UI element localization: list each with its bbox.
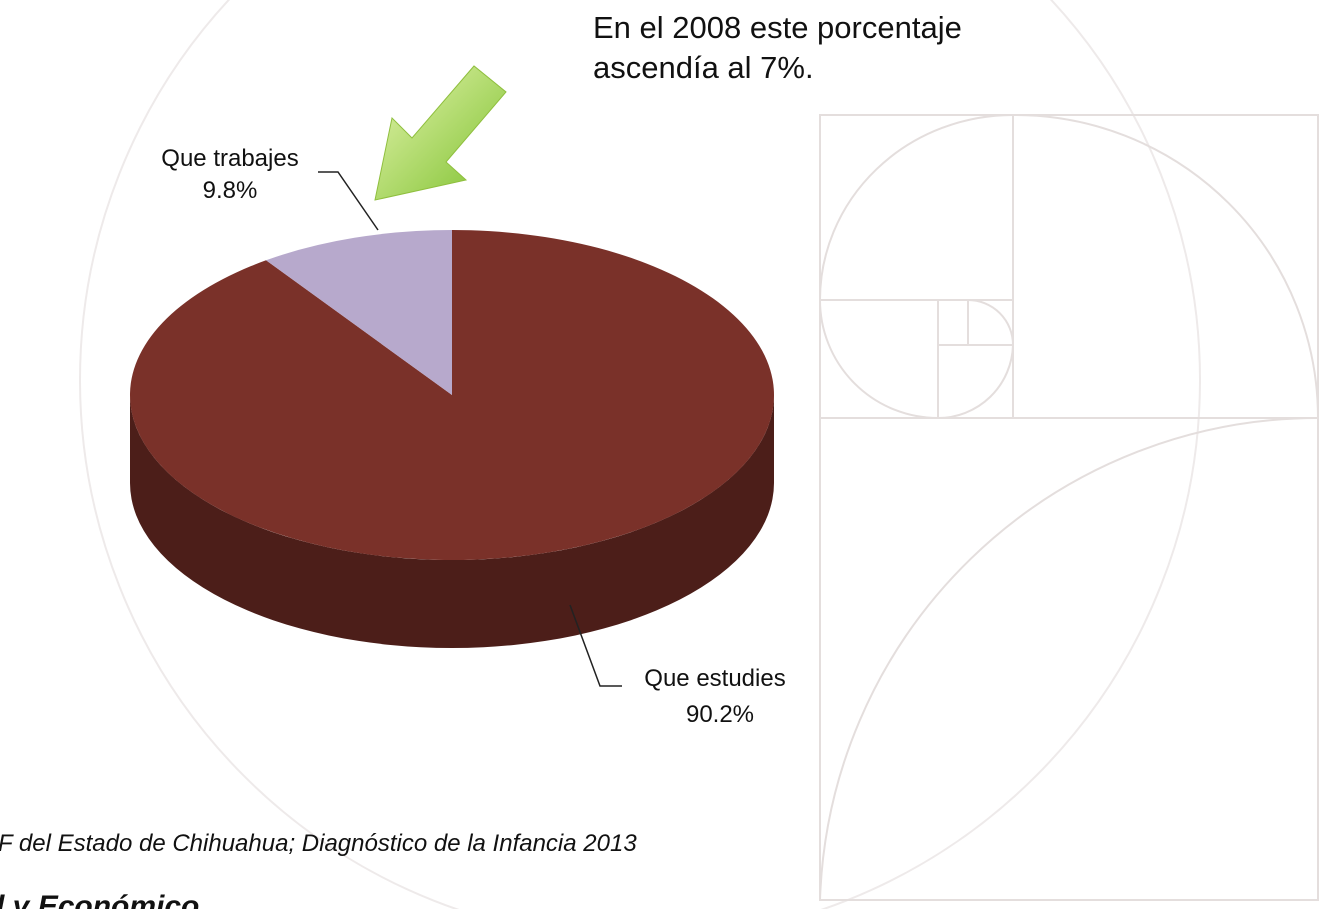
pie-tops xyxy=(129,230,774,561)
arrow-icon xyxy=(374,65,507,201)
annotation: En el 2008 este porcentaje ascendía al 7… xyxy=(593,10,962,85)
pie-sides xyxy=(130,395,774,648)
footer: l y Económico xyxy=(0,890,199,909)
source: F del Estado de Chihuahua; Diagnóstico d… xyxy=(0,830,637,857)
pie-side xyxy=(130,395,774,648)
labels: Que estudies 90.2% Que trabajes 9.8% xyxy=(161,145,785,728)
pie-slice xyxy=(266,230,452,395)
leader-line xyxy=(569,604,622,687)
value-label: 90.2% xyxy=(686,701,754,728)
value-label: 9.8% xyxy=(203,177,258,204)
background-spiral xyxy=(79,0,1319,909)
slice-label: Que estudies xyxy=(644,665,785,692)
leader-line xyxy=(318,171,379,231)
pie-slice xyxy=(129,230,774,561)
slice-label: Que trabajes xyxy=(161,145,298,172)
